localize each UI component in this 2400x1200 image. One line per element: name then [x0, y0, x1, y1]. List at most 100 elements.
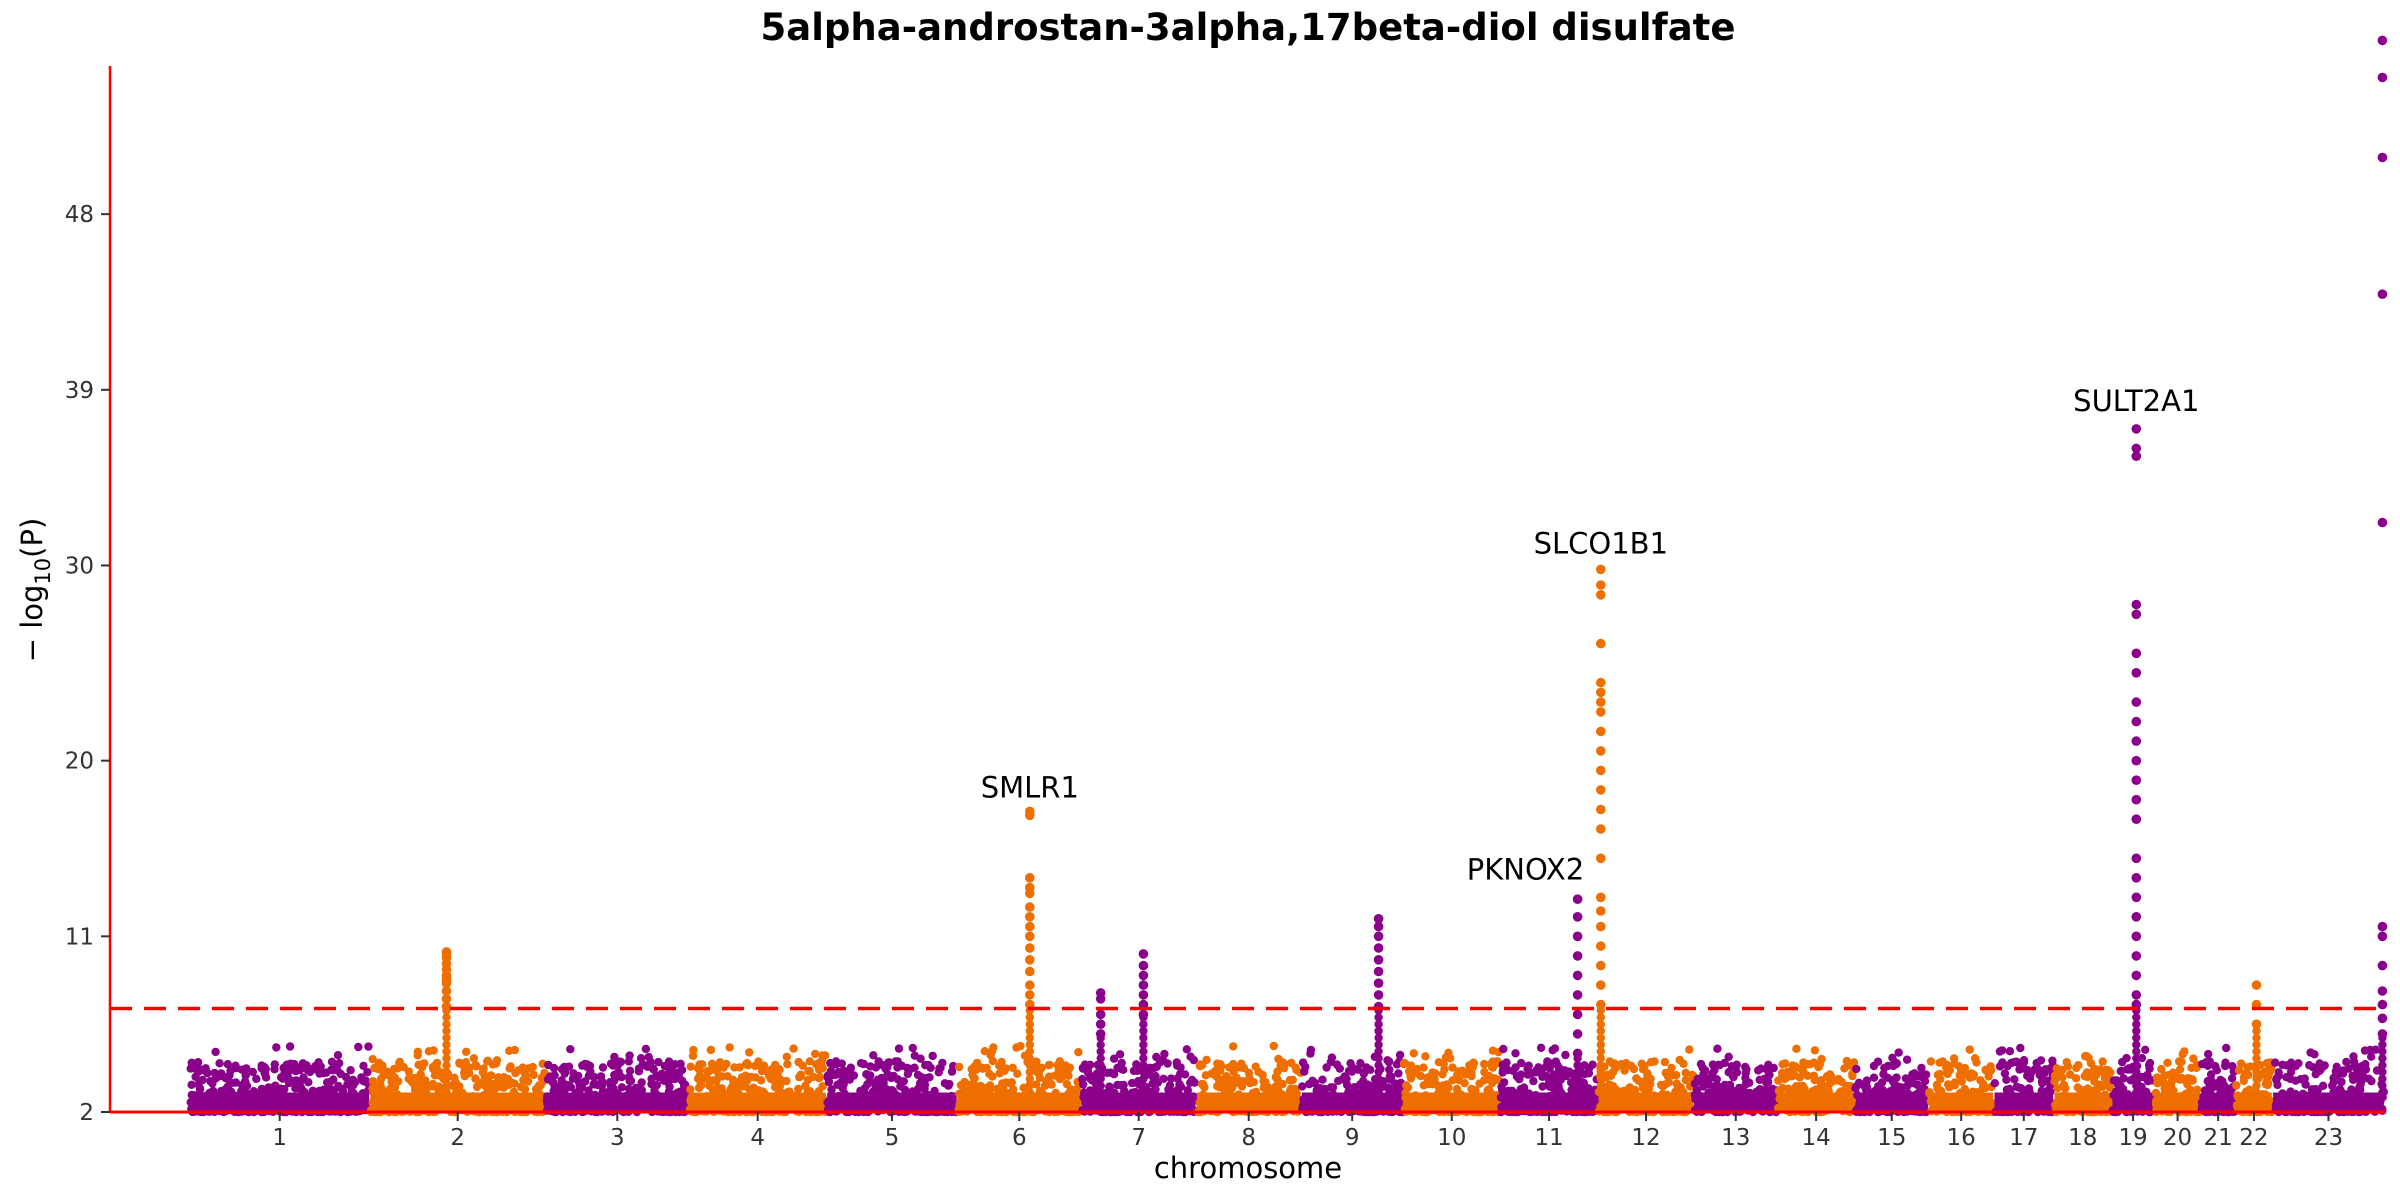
snp-point — [824, 1077, 834, 1087]
snp-point — [560, 1069, 569, 1078]
snp-point — [1965, 1045, 1975, 1054]
snp-point — [1395, 1050, 1405, 1060]
snp-point — [566, 1083, 576, 1092]
chromosome-10-points — [1399, 1046, 1503, 1117]
snp-point — [2329, 1073, 2338, 1083]
snp-point — [1584, 1064, 1594, 1073]
snp-point — [827, 1085, 836, 1094]
snp-point — [1095, 1009, 1106, 1020]
snp-point — [831, 1060, 840, 1069]
snp-point — [2328, 1081, 2337, 1090]
snp-point — [869, 1051, 878, 1060]
snp-point — [1446, 1054, 1455, 1063]
snp-point — [1391, 1085, 1401, 1094]
snp-point — [1116, 1064, 1125, 1073]
snp-point — [1009, 1085, 1018, 1094]
snp-point — [376, 1080, 385, 1089]
snp-point — [771, 1077, 780, 1086]
snp-point — [1359, 1076, 1368, 1086]
snp-point — [1095, 1029, 1106, 1039]
snp-point — [1182, 1045, 1192, 1054]
snp-point — [2098, 1057, 2107, 1066]
snp-point — [1799, 1058, 1808, 1067]
snp-point — [598, 1080, 607, 1090]
snp-point — [2291, 1061, 2300, 1070]
snp-point — [1421, 1052, 1430, 1061]
chromosome-1-points — [186, 1042, 373, 1117]
snp-point — [637, 1078, 646, 1087]
snp-point — [413, 1051, 422, 1060]
snp-point — [2019, 1058, 2029, 1067]
snp-point — [1448, 1063, 1457, 1072]
snp-point — [709, 1076, 718, 1085]
snp-point — [479, 1064, 488, 1073]
snp-point — [1007, 1078, 1016, 1087]
snp-point — [1416, 1071, 1425, 1081]
snp-point — [518, 1063, 527, 1072]
snp-point — [608, 1061, 618, 1070]
snp-point — [461, 1066, 471, 1076]
snp-point — [2360, 1046, 2370, 1055]
snp-point — [1085, 1074, 1095, 1083]
snp-point — [1815, 1060, 1825, 1069]
snp-point — [654, 1057, 663, 1067]
snp-point — [2232, 1081, 2241, 1090]
chromosome-9-band — [1301, 1092, 1403, 1112]
snp-point — [1239, 1064, 1249, 1073]
snp-point — [730, 1063, 739, 1072]
snp-point — [1190, 1078, 1199, 1087]
snp-point — [412, 1076, 421, 1086]
chromosome-5-band — [827, 1092, 957, 1112]
snp-point — [717, 1072, 727, 1081]
snp-point — [965, 1080, 974, 1090]
snp-point — [2236, 1059, 2246, 1068]
snp-point — [549, 1078, 558, 1088]
snp-point — [908, 1043, 917, 1053]
chromosome-4-band — [689, 1092, 826, 1112]
snp-point — [646, 1057, 655, 1067]
snp-point — [386, 1084, 395, 1093]
snp-point — [1198, 1060, 1207, 1070]
snp-point — [1550, 1044, 1560, 1053]
snp-point — [1926, 1057, 1936, 1066]
snp-point — [1207, 1069, 1216, 1078]
snp-point — [1402, 1081, 1411, 1090]
snp-point — [434, 1086, 443, 1095]
snp-point — [1298, 1058, 1308, 1067]
snp-point — [1561, 1050, 1570, 1060]
snp-point — [395, 1058, 404, 1068]
snp-point — [354, 1042, 363, 1052]
snp-point — [520, 1085, 530, 1094]
snp-point — [2286, 1074, 2295, 1084]
snp-point — [1356, 1059, 1365, 1068]
snp-point — [2205, 1057, 2214, 1066]
snp-point — [2106, 1068, 2115, 1077]
snp-point — [295, 1065, 304, 1075]
snp-point — [1298, 1082, 1307, 1091]
chromosome-5-points — [823, 1043, 961, 1117]
snp-point — [2300, 1074, 2309, 1083]
snp-point — [1426, 1072, 1436, 1081]
snp-point — [506, 1062, 515, 1071]
snp-point — [654, 1072, 663, 1082]
snp-point — [928, 1051, 937, 1061]
snp-point — [1025, 921, 1035, 932]
snp-point — [1700, 1066, 1710, 1075]
snp-point — [192, 1065, 201, 1074]
snp-point — [223, 1060, 232, 1069]
snp-point — [1778, 1060, 1787, 1069]
snp-point — [1138, 960, 1149, 971]
snp-point — [534, 1084, 543, 1093]
snp-point — [327, 1086, 336, 1095]
snp-point — [529, 1070, 538, 1080]
snp-point — [2188, 1076, 2197, 1085]
snp-point — [1453, 1070, 1462, 1080]
snp-point — [801, 1081, 810, 1091]
snp-point — [1873, 1082, 1883, 1091]
snp-point — [2263, 1080, 2272, 1090]
snp-point — [809, 1072, 818, 1082]
snp-point — [1229, 1042, 1238, 1051]
snp-point — [1438, 1070, 1447, 1079]
snp-point — [1138, 980, 1149, 990]
